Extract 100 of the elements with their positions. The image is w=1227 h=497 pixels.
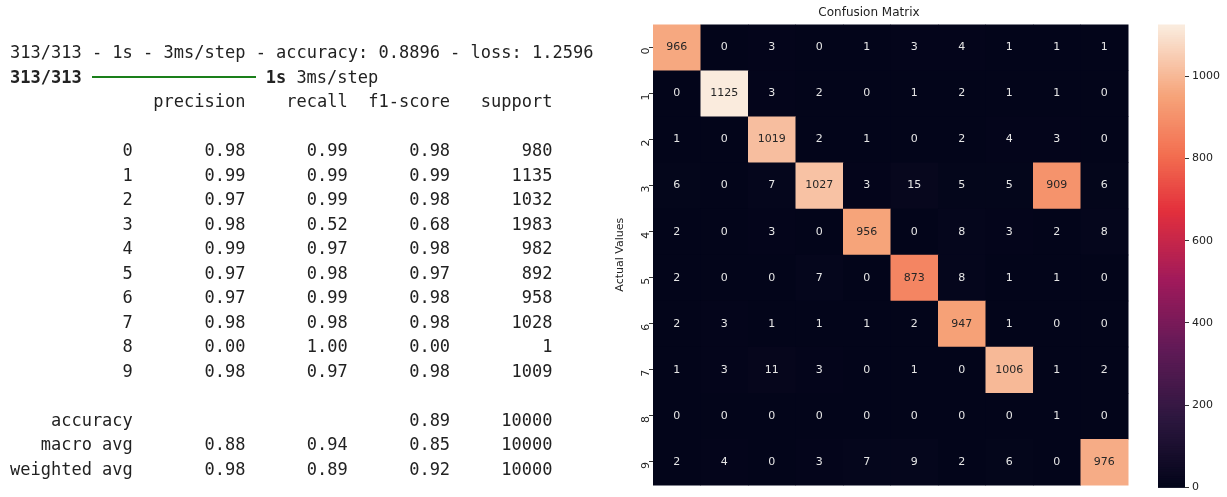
data-label: 3 bbox=[863, 178, 871, 192]
data-label: 4 bbox=[958, 40, 966, 54]
data-label: 3 bbox=[815, 362, 823, 376]
y-tick-label: 1 bbox=[638, 93, 652, 101]
data-label: 2 bbox=[815, 86, 823, 100]
y-tick-label: 7 bbox=[638, 369, 652, 377]
data-label: 0 bbox=[815, 408, 823, 422]
data-label: 1 bbox=[863, 40, 871, 54]
y-tick-label: 8 bbox=[638, 415, 652, 423]
text: 0 0.98 0.99 0.98 980 bbox=[121, 139, 554, 162]
data-label: 3 bbox=[910, 40, 918, 54]
text: weighted avg 0.98 0.89 0.92 10000 bbox=[10, 457, 554, 481]
data-label: 0 bbox=[1053, 454, 1061, 468]
data-label: 0 bbox=[910, 224, 918, 238]
data-label: 5 bbox=[1005, 178, 1013, 192]
data-label: 0 bbox=[863, 362, 871, 376]
y-tick-label: 0 bbox=[638, 47, 652, 55]
y-tick-label: 9 bbox=[638, 461, 652, 469]
data-label: 1 bbox=[1005, 86, 1013, 100]
data-label: 0 bbox=[768, 454, 776, 468]
data-label: 0 bbox=[720, 224, 728, 238]
text: 313/313 - 1s - 3ms/step - accuracy: 0.8896 - loss: 1.2596 bbox=[10, 41, 594, 64]
data-label: 0 bbox=[720, 270, 728, 284]
text: accuracy 0.89 10000 bbox=[49, 408, 554, 432]
data-label: 1 bbox=[1100, 40, 1108, 54]
data-label: 7 bbox=[815, 270, 823, 284]
data-label: 1 bbox=[1053, 86, 1061, 100]
data-label: 4 bbox=[1005, 132, 1013, 146]
data-label: 9 bbox=[910, 454, 918, 468]
data-label: 3 bbox=[720, 316, 728, 330]
data-label: 873 bbox=[903, 270, 925, 284]
data-label: 1 bbox=[673, 132, 681, 146]
data-label: 0 bbox=[720, 40, 728, 54]
y-tick-label: 6 bbox=[638, 323, 652, 331]
y-tick-label: 3 bbox=[638, 185, 652, 193]
data-label: 947 bbox=[951, 316, 973, 330]
text: 5 0.97 0.98 0.97 892 bbox=[121, 261, 554, 285]
data-label: 0 bbox=[910, 132, 918, 146]
data-label: 0 bbox=[1100, 86, 1108, 100]
data-label: 3 bbox=[815, 454, 823, 468]
data-label: 1019 bbox=[757, 132, 786, 146]
data-label: 0 bbox=[1053, 316, 1061, 330]
data-label: 1 bbox=[1005, 40, 1013, 54]
data-label: 0 bbox=[863, 408, 871, 422]
color-bar-label: 800 bbox=[1192, 151, 1213, 165]
data-label: 2 bbox=[958, 86, 966, 100]
data-label: 4 bbox=[720, 454, 728, 468]
text: 313/313 bbox=[10, 65, 82, 89]
data-label: 1 bbox=[863, 316, 871, 330]
data-label: 1 bbox=[1053, 362, 1061, 376]
text: 6 0.97 0.99 0.98 958 bbox=[121, 286, 554, 309]
data-label: 1 bbox=[910, 362, 918, 376]
data-label: 2 bbox=[910, 316, 918, 330]
color-bar-label: 200 bbox=[1192, 398, 1213, 412]
data-label: 0 bbox=[1005, 408, 1013, 422]
data-label: 0 bbox=[1100, 316, 1108, 330]
data-label: 1 bbox=[910, 86, 918, 100]
data-label: 0 bbox=[720, 178, 728, 192]
text: 4 0.99 0.97 0.98 982 bbox=[121, 237, 554, 260]
data-label: 976 bbox=[1093, 454, 1115, 468]
data-label: 1006 bbox=[995, 362, 1024, 376]
data-label: 1 bbox=[1053, 408, 1061, 422]
data-label: 8 bbox=[1100, 224, 1108, 238]
data-label: 1 bbox=[1005, 270, 1013, 284]
data-label: 1 bbox=[768, 316, 776, 330]
data-label: 0 bbox=[768, 270, 776, 284]
color-bar-label: 400 bbox=[1192, 315, 1213, 329]
data-label: 0 bbox=[863, 270, 871, 284]
data-label: 15 bbox=[907, 178, 922, 192]
text: precision recall f1-score support bbox=[152, 90, 554, 113]
data-label: 0 bbox=[958, 408, 966, 422]
data-label: 0 bbox=[673, 86, 681, 100]
data-label: 0 bbox=[815, 224, 823, 238]
data-label: 0 bbox=[863, 86, 871, 100]
text: 8 0.00 1.00 0.00 1 bbox=[121, 335, 554, 358]
data-label: 7 bbox=[863, 454, 871, 468]
data-label: 7 bbox=[768, 178, 776, 192]
y-tick-label: 5 bbox=[638, 277, 652, 285]
color-bar-label: 0 bbox=[1192, 480, 1199, 494]
y-axis-title: Actual Values bbox=[613, 217, 627, 292]
chart-title: Confusion Matrix bbox=[818, 5, 920, 20]
data-label: 6 bbox=[673, 178, 681, 192]
data-label: 3 bbox=[1053, 132, 1061, 146]
text: 1s 3ms/step bbox=[265, 65, 379, 89]
data-label: 1 bbox=[863, 132, 871, 146]
data-label: 2 bbox=[815, 132, 823, 146]
data-label: 3 bbox=[1005, 224, 1013, 238]
data-label: 2 bbox=[958, 132, 966, 146]
data-label: 966 bbox=[666, 40, 688, 54]
data-label: 3 bbox=[720, 362, 728, 376]
color-bar-label: 1000 bbox=[1192, 69, 1220, 83]
text: macro avg 0.88 0.94 0.85 10000 bbox=[39, 433, 554, 456]
text: 3 0.98 0.52 0.68 1983 bbox=[121, 212, 554, 236]
data-label: 1 bbox=[1005, 316, 1013, 330]
data-label: 3 bbox=[768, 86, 776, 100]
color-bar-label: 600 bbox=[1192, 233, 1213, 247]
data-label: 2 bbox=[958, 454, 966, 468]
data-label: 3 bbox=[768, 224, 776, 238]
text: 1 0.99 0.99 0.99 1135 bbox=[121, 163, 554, 187]
data-label: 2 bbox=[1053, 224, 1061, 238]
